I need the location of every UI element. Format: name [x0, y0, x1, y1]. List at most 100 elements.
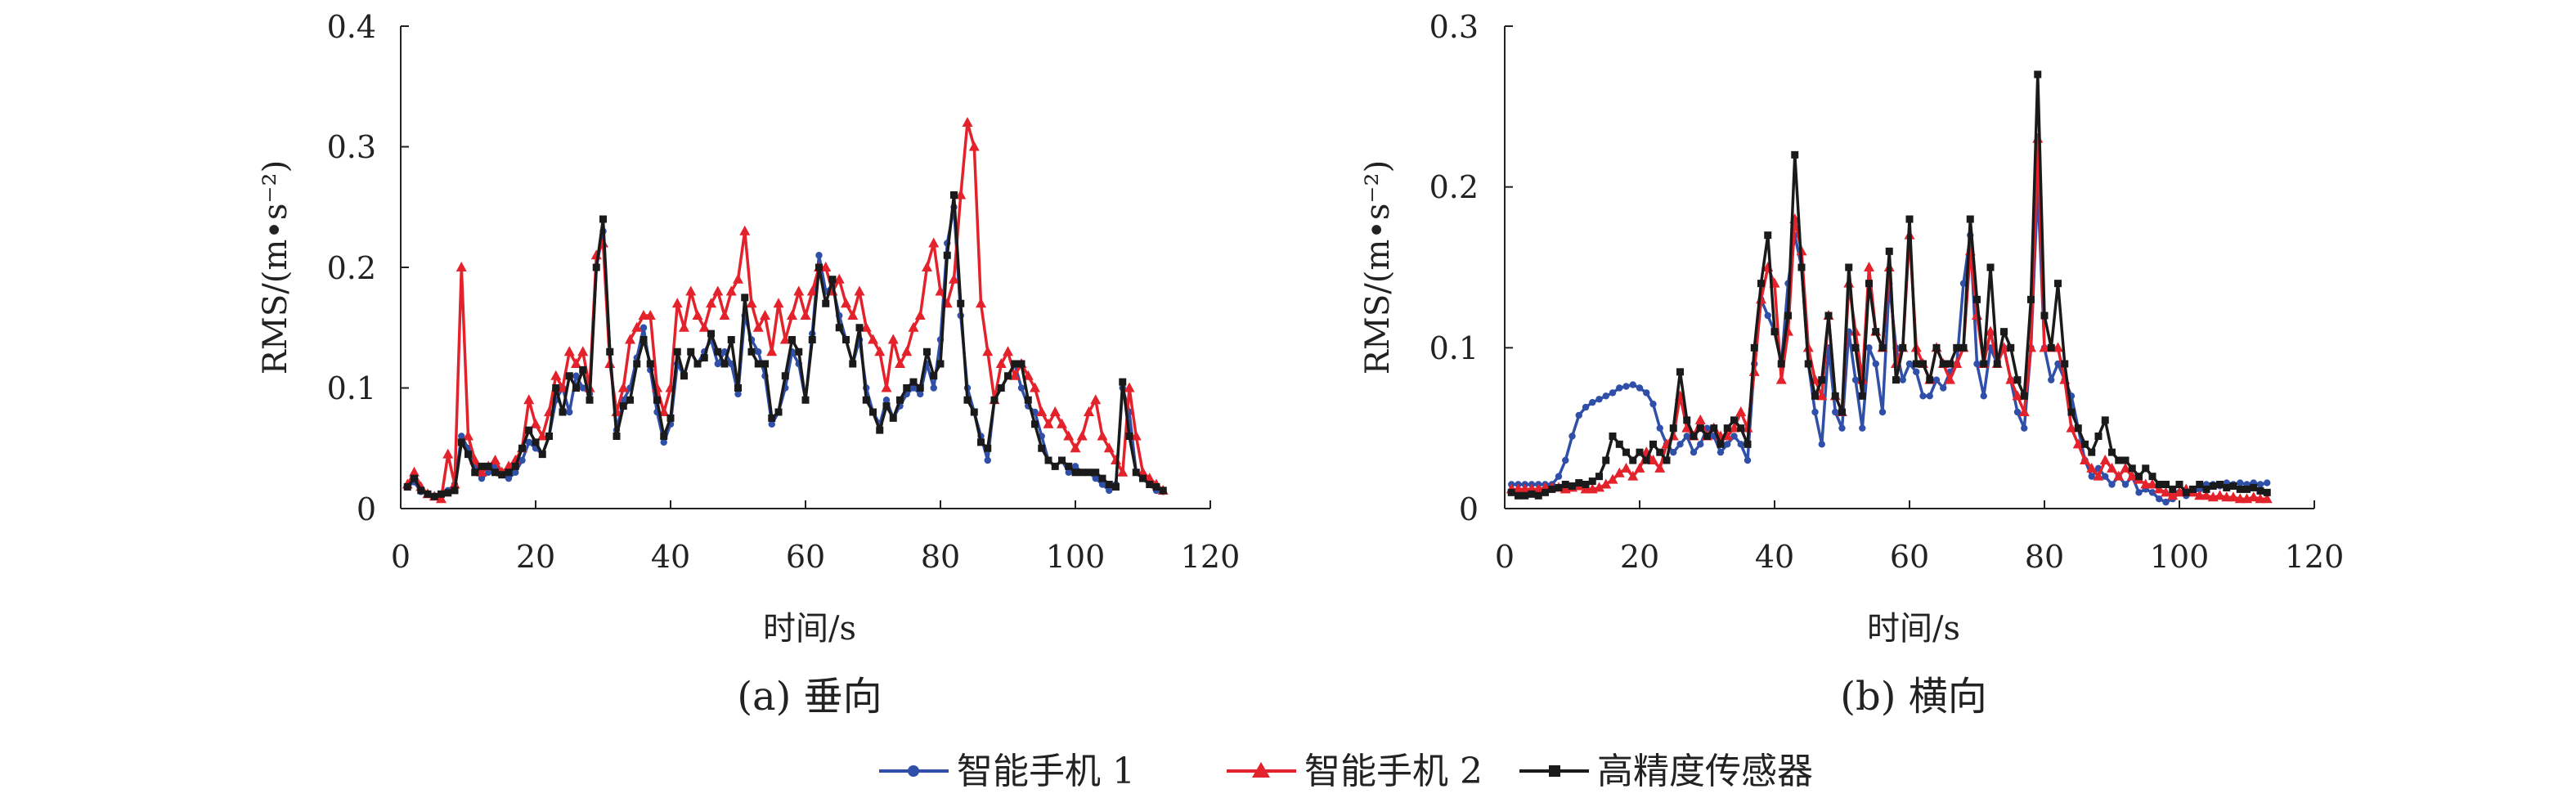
data-point	[1865, 344, 1873, 352]
y-tick-label: 0.1	[1429, 330, 1479, 366]
data-point	[882, 397, 891, 404]
data-point	[498, 471, 506, 479]
data-point	[1098, 481, 1106, 488]
data-point	[1951, 358, 1963, 368]
data-point	[727, 336, 735, 343]
data-point	[2216, 481, 2224, 488]
data-point	[1710, 424, 1718, 433]
chart-panel-lateral: 0 0.1 0.2 0.3 0 20 40 60 80 100 120 时间/s…	[1359, 9, 2344, 720]
data-point	[680, 372, 688, 380]
data-point	[1859, 424, 1866, 432]
data-point	[1011, 360, 1019, 368]
data-point	[2120, 462, 2131, 473]
legend: 智能手机 1 智能手机 2 高精度传感器	[879, 751, 1813, 792]
data-point	[936, 360, 945, 368]
data-point	[557, 382, 568, 392]
data-point	[1024, 396, 1032, 404]
data-point	[505, 469, 513, 477]
data-point	[430, 492, 438, 500]
data-point	[1022, 370, 1034, 380]
data-point	[2121, 456, 2129, 464]
data-point	[653, 396, 661, 404]
data-point	[563, 346, 575, 356]
data-point	[746, 298, 757, 308]
data-point	[1872, 328, 1880, 336]
data-point	[1649, 400, 1657, 408]
data-point	[1764, 312, 1771, 320]
data-point	[1616, 384, 1623, 392]
data-point	[1735, 406, 1747, 416]
data-point	[2099, 455, 2111, 464]
data-point	[889, 414, 897, 422]
data-point	[833, 273, 845, 284]
data-point	[536, 430, 548, 441]
data-point	[720, 360, 729, 368]
data-point	[1838, 424, 1846, 432]
data-point	[458, 433, 465, 440]
data-point	[1663, 456, 1671, 464]
data-point	[950, 191, 958, 199]
data-point	[451, 486, 459, 495]
data-point	[571, 358, 581, 368]
data-point	[1112, 482, 1120, 491]
data-point	[714, 360, 721, 368]
series-circle	[1508, 183, 2271, 506]
data-point	[841, 298, 851, 308]
data-point	[1125, 433, 1133, 440]
data-point	[1519, 483, 1531, 494]
data-point	[1797, 263, 1806, 271]
y-tick-label: 0	[1459, 491, 1479, 527]
data-point	[2264, 479, 2271, 486]
data-point	[2175, 481, 2183, 488]
data-point	[2174, 486, 2185, 497]
data-point	[787, 310, 797, 320]
x-tick-label: 100	[2150, 539, 2210, 575]
x-tick-label: 80	[921, 539, 960, 575]
data-point	[1568, 433, 1576, 440]
data-point	[518, 444, 526, 452]
data-point	[914, 310, 926, 320]
data-point	[523, 394, 535, 405]
data-point	[471, 469, 479, 477]
data-point	[719, 310, 730, 320]
x-tick-label: 40	[1755, 539, 1794, 575]
data-point	[577, 346, 589, 356]
series-layer-vertical	[402, 117, 1169, 504]
data-point	[1138, 466, 1148, 477]
data-point	[1985, 325, 1996, 336]
data-point	[490, 455, 500, 464]
data-point	[1555, 473, 1563, 480]
data-point	[658, 406, 670, 416]
data-point	[2007, 343, 2015, 352]
data-point	[2094, 433, 2103, 440]
x-tick-label: 60	[786, 539, 825, 575]
data-point	[2142, 464, 2150, 473]
legend-marker-circle	[908, 765, 919, 777]
data-point	[1744, 440, 1752, 448]
data-point	[2126, 470, 2138, 481]
data-point	[1105, 481, 1113, 488]
data-point	[631, 321, 643, 332]
data-point	[1575, 411, 1582, 419]
legend-item-smartphone-2: 智能手机 2	[1227, 751, 1483, 792]
data-point	[633, 360, 641, 368]
data-point	[2013, 376, 2022, 384]
data-point	[1555, 483, 1563, 491]
data-point	[640, 336, 648, 343]
data-point	[613, 433, 621, 440]
data-point	[1926, 392, 1933, 400]
data-point	[1775, 374, 1787, 384]
data-point	[2039, 342, 2050, 352]
data-point	[1676, 368, 1684, 376]
data-point	[2000, 328, 2008, 336]
data-point	[2102, 473, 2109, 480]
data-point	[2182, 488, 2190, 496]
data-point	[1959, 343, 1968, 352]
data-point	[1818, 376, 1826, 384]
data-point	[957, 299, 965, 307]
data-point	[2107, 462, 2117, 473]
series-square	[1507, 70, 2271, 500]
data-point	[876, 426, 884, 434]
data-point	[761, 360, 769, 368]
data-point	[923, 347, 931, 356]
